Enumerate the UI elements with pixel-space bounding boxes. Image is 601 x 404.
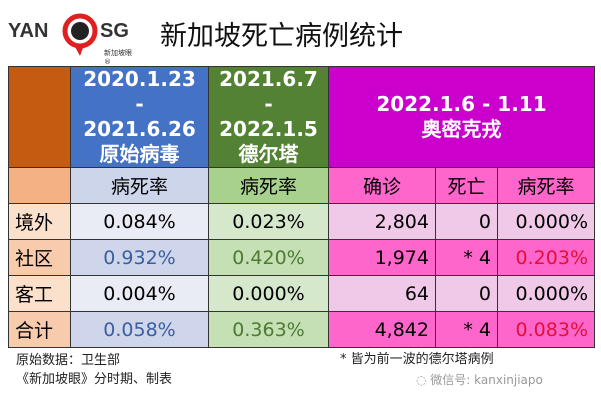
logo-text-right: SG [100, 20, 129, 42]
cell: 2,804 [328, 203, 436, 240]
cell: 64 [328, 275, 436, 312]
row-label: 社区 [8, 239, 71, 276]
page-title: 新加坡死亡病例统计 [160, 21, 403, 52]
logo-subtext: 新加坡眼® [104, 49, 132, 66]
cell: 4,842 [328, 311, 436, 348]
cell: * 4 [435, 311, 498, 348]
table-row: 境外 0.084% 0.023% 2,804 0 0.000% [8, 203, 595, 240]
period-delta: 2021.6.7- 2022.1.5 德尔塔 [208, 66, 329, 168]
cell: 0.000% [497, 275, 595, 312]
subheader-cfr: 病死率 [70, 167, 209, 204]
row-label: 境外 [8, 203, 71, 240]
cell: 0.203% [497, 239, 595, 276]
cell: 0.000% [497, 203, 595, 240]
subheader-cfr: 病死率 [208, 167, 329, 204]
cell: 0.058% [70, 311, 209, 348]
logo: YAN SG 新加坡眼® [8, 12, 138, 66]
footer-source: 原始数据：卫生部 《新加坡眼》分时期、制表 [16, 351, 172, 389]
period-start: 2021.6.7 [219, 67, 318, 91]
cell: 0.000% [208, 275, 329, 312]
logo-text-left: YAN [8, 20, 49, 42]
logo-pin-icon [62, 13, 98, 56]
wechat-icon: ◌ [416, 373, 431, 387]
corner-cell [8, 66, 71, 168]
subheader-cases: 确诊 [328, 167, 436, 204]
period-original: 2020.1.23- 2021.6.26 原始病毒 [70, 66, 209, 168]
wechat-id: 微信号: kanxinjiapo [430, 373, 543, 387]
cell: * 4 [435, 239, 498, 276]
source-text: 原始数据：卫生部 [16, 353, 121, 368]
wechat-watermark: ◌ 微信号: kanxinjiapo [416, 371, 543, 388]
credit-text: 《新加坡眼》分时期、制表 [16, 372, 173, 387]
period-end: - 2022.1.5 [219, 92, 318, 141]
period-start: 2020.1.23 [83, 67, 196, 91]
table-row: 合计 0.058% 0.363% 4,842 * 4 0.083% [8, 311, 595, 348]
subheader-deaths: 死亡 [435, 167, 498, 204]
row-label: 客工 [8, 275, 71, 312]
period-end: - 2021.6.26 [83, 92, 196, 141]
cell: 0.084% [70, 203, 209, 240]
cell: 0.363% [208, 311, 329, 348]
subheader-blank [8, 167, 71, 204]
subheader-cfr: 病死率 [497, 167, 595, 204]
header-row: 2020.1.23- 2021.6.26 原始病毒 2021.6.7- 2022.… [8, 66, 595, 168]
period-omicron: 2022.1.6 - 1.11 奥密克戎 [328, 66, 595, 168]
death-stats-table: 2020.1.23- 2021.6.26 原始病毒 2021.6.7- 2022.… [8, 66, 595, 348]
cell: 0.420% [208, 239, 329, 276]
variant-name: 奥密克戎 [421, 117, 502, 141]
table-row: 社区 0.932% 0.420% 1,974 * 4 0.203% [8, 239, 595, 276]
cell: 0.083% [497, 311, 595, 348]
cell: 1,974 [328, 239, 436, 276]
row-label: 合计 [8, 311, 71, 348]
cell: 0 [435, 275, 498, 312]
subheader-row: 病死率 病死率 确诊 死亡 病死率 [8, 167, 595, 204]
variant-name: 原始病毒 [99, 142, 180, 166]
variant-name: 德尔塔 [238, 142, 299, 166]
cell: 0.023% [208, 203, 329, 240]
cell: 0 [435, 203, 498, 240]
period-range: 2022.1.6 - 1.11 [376, 92, 547, 116]
footnote: * 皆为前一波的德尔塔病例 [340, 352, 494, 367]
table-row: 客工 0.004% 0.000% 64 0 0.000% [8, 275, 595, 312]
cell: 0.932% [70, 239, 209, 276]
cell: 0.004% [70, 275, 209, 312]
